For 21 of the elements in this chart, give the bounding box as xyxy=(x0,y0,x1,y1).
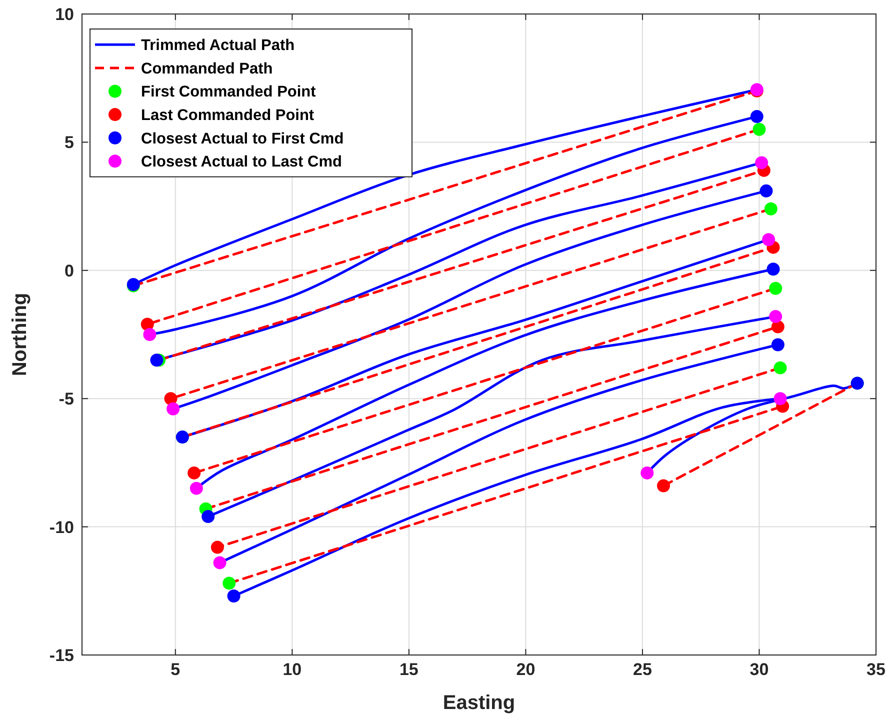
y-tick-label: -5 xyxy=(58,390,74,409)
legend-label: Commanded Path xyxy=(141,60,273,78)
y-tick-label: 5 xyxy=(64,133,74,152)
x-tick-label: 35 xyxy=(866,660,886,679)
legend-label: First Commanded Point xyxy=(141,84,316,101)
y-tick-label: 10 xyxy=(55,4,74,24)
x-tick-label: 25 xyxy=(633,660,652,679)
legend-label: Trimmed Actual Path xyxy=(141,37,295,54)
y-tick-label: -15 xyxy=(49,646,74,665)
y-tick-label: 0 xyxy=(64,261,74,280)
x-axis-title: Easting xyxy=(442,692,516,714)
y-axis-title: Northing xyxy=(9,292,31,376)
x-tick-label: 10 xyxy=(282,660,302,679)
x-tick-label: 20 xyxy=(516,660,536,679)
legend-label: Last Commanded Point xyxy=(141,106,314,124)
y-tick-label: -10 xyxy=(49,518,74,537)
x-tick-label: 15 xyxy=(399,660,418,679)
legend-label: Closest Actual to Last Cmd xyxy=(141,154,342,171)
x-tick-label: 30 xyxy=(750,660,769,679)
x-tick-label: 5 xyxy=(170,660,180,679)
legend-label: Closest Actual to First Cmd xyxy=(141,130,344,148)
